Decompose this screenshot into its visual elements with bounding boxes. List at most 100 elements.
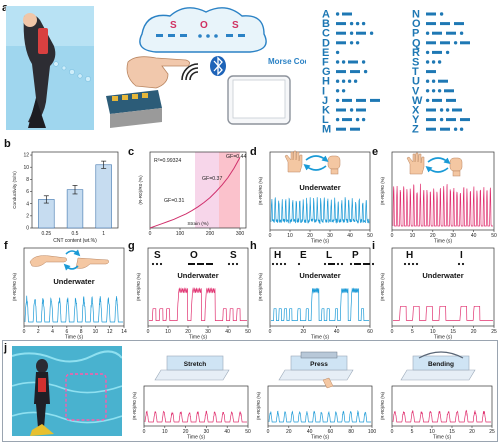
morse-dash (446, 118, 456, 122)
morse-dash (336, 108, 346, 112)
chart-i-hi: 0 5 10 15 20 25 Time (s) (R-R0)/R0 (%) Underwate… (380, 247, 497, 341)
morse-header-letter: E (300, 250, 307, 261)
chart-j-press: 0 20 40 60 80 100 Time (s) (R-R0)/R0 (%) Press (256, 351, 376, 440)
morse-dash (426, 118, 436, 122)
morse-dot (437, 60, 442, 64)
morse-dot (431, 60, 436, 64)
morse-dot (425, 60, 430, 64)
morse-dash (432, 31, 442, 35)
x-tick-label: 10 (93, 329, 99, 335)
morse-letter-v: V (412, 85, 420, 97)
chart-j-stretch: 0 10 20 30 40 50 Time (s) (R-R0)/R0 (%) Stretch (132, 355, 251, 440)
morse-dot (353, 79, 358, 83)
panel-label-i: i (372, 240, 376, 252)
morse-dot (445, 108, 450, 112)
morse-dash (426, 127, 436, 131)
morse-dash (370, 98, 380, 102)
chart-j-bending: 0 5 10 15 20 25 Time (s) (R-R0)/R0 (%) Bending (380, 351, 495, 440)
morse-letter-w: W (412, 95, 423, 107)
morse-dot (349, 31, 354, 35)
y-axis-label: (R-R0)/R0 (%) (136, 272, 141, 301)
morse-header-letter: H (274, 250, 281, 261)
x-axis-label: Time (s) (434, 335, 452, 341)
x-tick-label: 20 (183, 429, 189, 435)
morse-dash (460, 41, 470, 45)
morse-dot (371, 262, 374, 266)
x-tick-label: 40 (334, 329, 340, 335)
x-axis-label: CNT content (wt.%) (53, 238, 97, 244)
morse-dot (439, 12, 444, 16)
y-axis-label: (R-R0)/R0 (%) (132, 391, 137, 420)
morse-dash (426, 108, 436, 112)
y-tick-label: 2 (26, 213, 29, 219)
morse-dot (279, 262, 283, 266)
morse-letter-l: L (322, 114, 329, 126)
chart-j2-signal (268, 409, 371, 423)
strain-curve (149, 157, 241, 229)
morse-dot (335, 12, 340, 16)
x-tick-label: 20 (286, 429, 292, 435)
morse-dash (188, 263, 195, 265)
x-tick-label: 10 (162, 429, 168, 435)
morse-dot (461, 262, 465, 266)
morse-letter-b: B (322, 18, 330, 30)
morse-dot (151, 262, 155, 266)
panel-label-c: c (128, 146, 135, 158)
morse-header-letter: H (406, 250, 413, 261)
morse-dot (235, 262, 239, 266)
morse-dash (426, 12, 436, 16)
morse-dot (363, 69, 368, 74)
x-tick-label: 10 (287, 233, 293, 239)
y-axis-label: (R-R0)/R0 (%) (380, 272, 385, 301)
morse-dot (431, 89, 436, 93)
morse-dash (206, 263, 213, 265)
morse-dot (415, 262, 419, 266)
x-tick-label: 40 (307, 429, 313, 435)
chart-f-underwater: 0 2 4 6 8 10 12 14 Time (s) (R-R0)/R0 (%) Underwat… (12, 247, 127, 340)
panel-label-d: d (250, 146, 257, 158)
x-tick-label: 6 (65, 329, 68, 335)
x-tick-label: 30 (204, 429, 210, 435)
x-tick-label: 4 (51, 329, 54, 335)
press-label: Press (310, 361, 328, 368)
morse-letter-g: G (322, 66, 331, 78)
x-tick-label: 0 (391, 329, 394, 335)
morse-header-letter: S (154, 250, 161, 261)
morse-dot (425, 79, 430, 83)
morse-dash (350, 127, 360, 131)
panel-label-h: h (250, 240, 257, 252)
morse-dot (335, 98, 340, 103)
morse-letter-p: P (412, 28, 419, 40)
morse-letter-e: E (322, 47, 329, 59)
x-tick-label: 10 (429, 429, 435, 435)
morse-dot (425, 89, 430, 93)
chart-d-label: Underwater (299, 183, 340, 192)
y-tick-label: 4 (26, 201, 29, 207)
x-tick-label: 5 (411, 429, 414, 435)
morse-dot (349, 262, 353, 266)
morse-letter-r: R (412, 47, 420, 59)
morse-dash (432, 98, 442, 102)
x-tick-label: 20 (430, 233, 436, 239)
chart-g-signal (149, 287, 247, 321)
morse-dash (438, 79, 448, 83)
morse-dash (446, 98, 456, 102)
morse-dot (231, 262, 235, 266)
morse-dot (283, 262, 287, 266)
x-axis-label: Time (s) (311, 239, 329, 245)
morse-dot (159, 262, 163, 266)
x-tick-label: 5 (411, 329, 414, 335)
chart-i-signal (393, 305, 493, 321)
morse-letter-i: I (322, 85, 325, 97)
y-axis-label: (R-R0)/R0 (%) (380, 176, 385, 205)
hand-illustration (126, 56, 190, 89)
x-tick-label: 60 (367, 329, 373, 335)
morse-dash (363, 263, 370, 265)
morse-header-letter: O (190, 250, 198, 261)
morse-dash (350, 70, 360, 74)
morse-dot (459, 31, 464, 35)
x-tick-label: 40 (471, 233, 477, 239)
morse-dash (452, 108, 462, 112)
morse-letter-z: Z (412, 124, 419, 136)
chart-j1-signal (144, 410, 247, 423)
